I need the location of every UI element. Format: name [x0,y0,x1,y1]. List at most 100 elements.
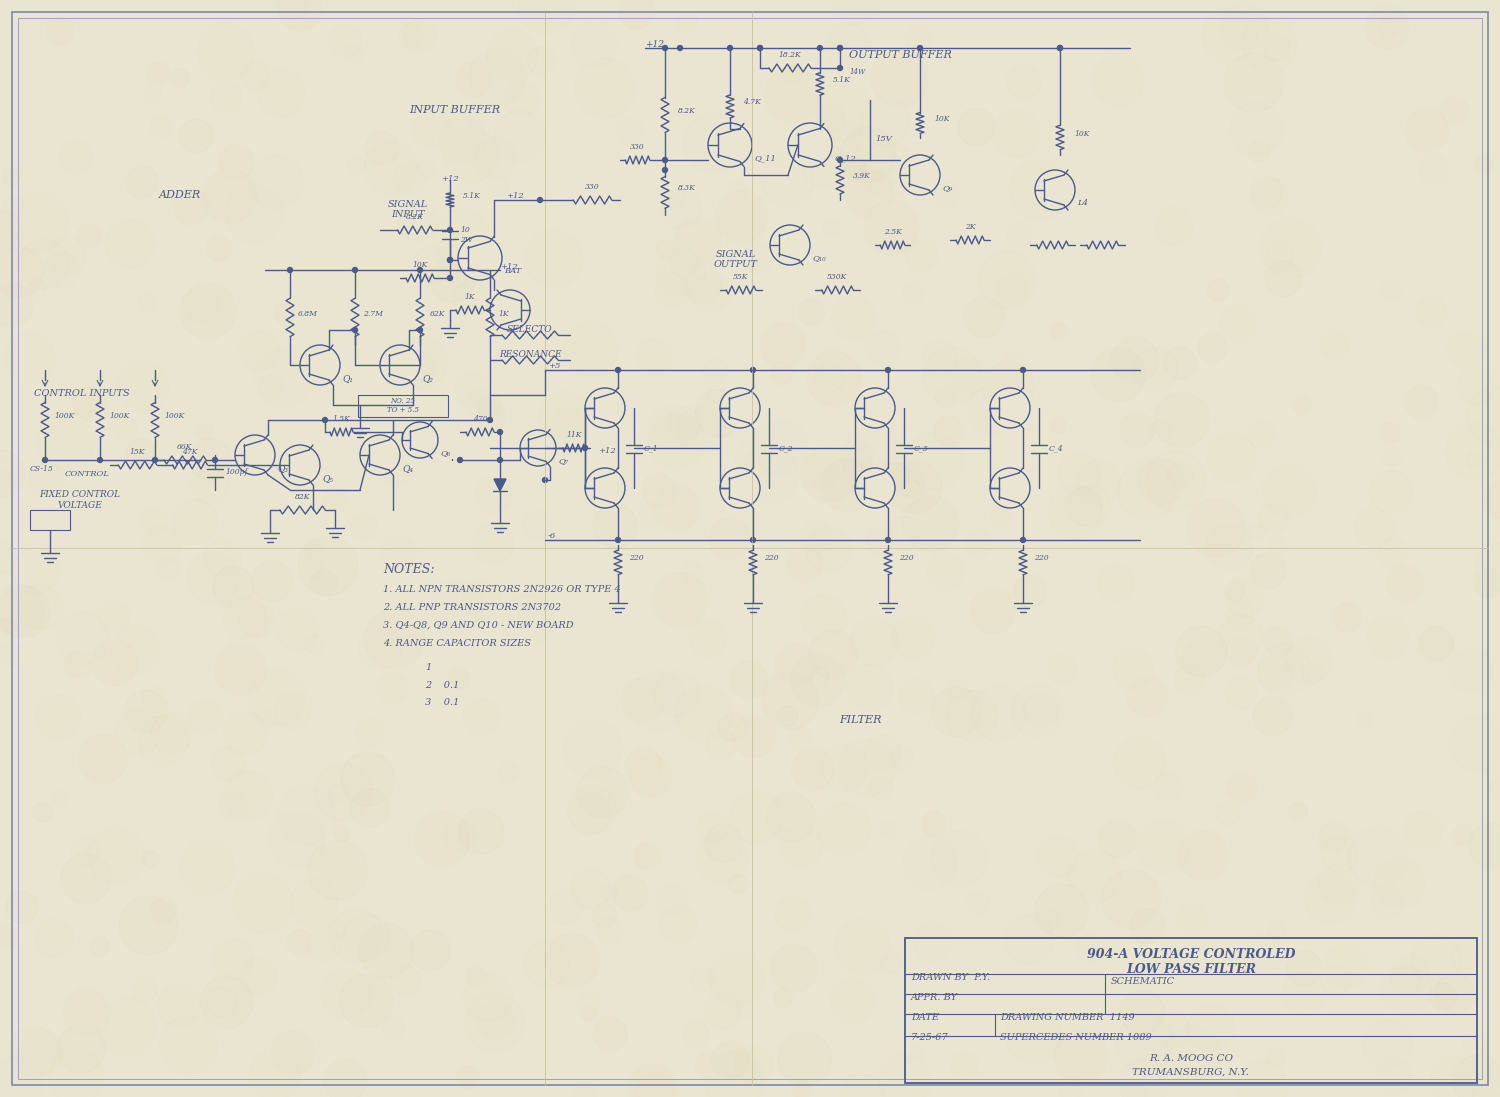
Text: 7-25-67: 7-25-67 [910,1033,948,1042]
Bar [904,938,1478,1083]
Circle shape [498,430,502,434]
Circle shape [663,168,668,172]
Text: 10K: 10K [1074,129,1089,137]
Circle shape [585,388,626,428]
Text: R. A. MOOG CO: R. A. MOOG CO [1149,1054,1233,1063]
Circle shape [543,477,548,483]
Circle shape [663,158,668,162]
Text: FIXED CONTROL
VOLTAGE: FIXED CONTROL VOLTAGE [39,490,120,510]
Text: 3.9K: 3.9K [853,172,871,180]
Text: 8.3K: 8.3K [678,184,696,192]
Circle shape [918,45,922,50]
Circle shape [663,45,668,50]
Text: OUTPUT BUFFER: OUTPUT BUFFER [849,50,951,60]
Circle shape [417,268,423,272]
Text: 4. RANGE CAPACITOR SIZES: 4. RANGE CAPACITOR SIZES [382,638,531,648]
Text: SIGNAL
OUTPUT: SIGNAL OUTPUT [714,250,758,270]
Circle shape [1035,170,1076,210]
Text: 5.1K: 5.1K [464,192,482,200]
Text: SCHEMATIC: SCHEMATIC [1112,977,1174,986]
Circle shape [678,45,682,50]
Text: SIGNAL
INPUT: SIGNAL INPUT [388,200,427,219]
Text: 1K: 1K [465,293,476,301]
Text: TO + 5.5: TO + 5.5 [387,406,418,414]
Text: +12: +12 [500,263,517,271]
Circle shape [300,344,340,385]
Text: 3    0.1: 3 0.1 [424,698,459,706]
Circle shape [750,367,756,373]
Circle shape [582,445,588,451]
Circle shape [885,538,891,543]
Circle shape [1020,367,1026,373]
Circle shape [770,225,810,265]
Text: SELECTO: SELECTO [507,325,554,333]
Circle shape [900,155,940,195]
Text: Q₄: Q₄ [402,464,412,473]
Circle shape [288,268,292,272]
Circle shape [837,158,843,162]
Text: CS-15: CS-15 [30,465,54,473]
Circle shape [447,227,453,233]
Circle shape [488,418,492,422]
Text: C_2: C_2 [778,444,794,452]
Text: 2    0.1: 2 0.1 [424,681,459,690]
Text: Q₆: Q₆ [440,449,450,457]
Circle shape [720,468,760,508]
Text: CONTROL: CONTROL [64,470,110,478]
Circle shape [458,236,503,280]
Text: Q₅: Q₅ [322,474,333,483]
Text: CONTROL INPUTS: CONTROL INPUTS [34,388,130,397]
Text: 2. ALL PNP TRANSISTORS 2N3702: 2. ALL PNP TRANSISTORS 2N3702 [382,603,561,612]
Text: 6.8M: 6.8M [298,309,318,317]
Text: NOTES:: NOTES: [382,563,435,576]
Circle shape [818,45,822,50]
Text: 1K: 1K [498,309,510,317]
Circle shape [615,538,621,543]
Text: INPUT BUFFER: INPUT BUFFER [410,105,501,115]
Circle shape [153,457,158,463]
Circle shape [520,430,556,466]
Text: 18.2K: 18.2K [778,50,801,59]
Text: RESONANCE: RESONANCE [498,350,561,359]
Circle shape [213,457,217,463]
Circle shape [490,290,530,330]
Bar [30,510,70,530]
Text: SUPERCEDES NUMBER 1089: SUPERCEDES NUMBER 1089 [1000,1033,1152,1042]
Text: 904-A VOLTAGE CONTROLED
LOW PASS FILTER: 904-A VOLTAGE CONTROLED LOW PASS FILTER [1086,948,1294,976]
Text: Q_12: Q_12 [834,154,856,162]
Text: Q₂: Q₂ [422,374,434,383]
Circle shape [1058,45,1062,50]
Circle shape [447,258,453,262]
Text: 10
2W: 10 2W [460,226,472,244]
Circle shape [360,436,401,475]
Circle shape [728,45,732,50]
Circle shape [837,66,843,70]
Text: 66K: 66K [177,443,192,451]
Text: C_4: C_4 [1048,444,1064,452]
Text: 55K: 55K [734,273,748,281]
Circle shape [855,388,895,428]
Text: 470: 470 [472,415,488,423]
Text: -6: -6 [548,532,556,540]
Text: 47K: 47K [183,448,198,456]
Circle shape [458,457,462,463]
Circle shape [758,45,762,50]
Text: 2.7M: 2.7M [363,309,382,317]
Text: +5: +5 [548,362,561,370]
Text: 100K: 100K [110,412,130,420]
Text: 330: 330 [630,143,645,151]
Circle shape [585,468,626,508]
Text: DRAWN BY  P.Y.: DRAWN BY P.Y. [910,973,990,983]
Circle shape [720,388,760,428]
Circle shape [498,457,502,463]
Text: C_3: C_3 [914,444,928,452]
Text: +12: +12 [645,39,664,49]
Text: 4.7K: 4.7K [742,99,760,106]
Circle shape [990,388,1030,428]
Circle shape [708,123,752,167]
Text: 100pf: 100pf [225,468,248,476]
Bar [358,395,448,417]
Circle shape [837,45,843,50]
Text: FILTER: FILTER [839,715,882,725]
Text: 530K: 530K [828,273,848,281]
